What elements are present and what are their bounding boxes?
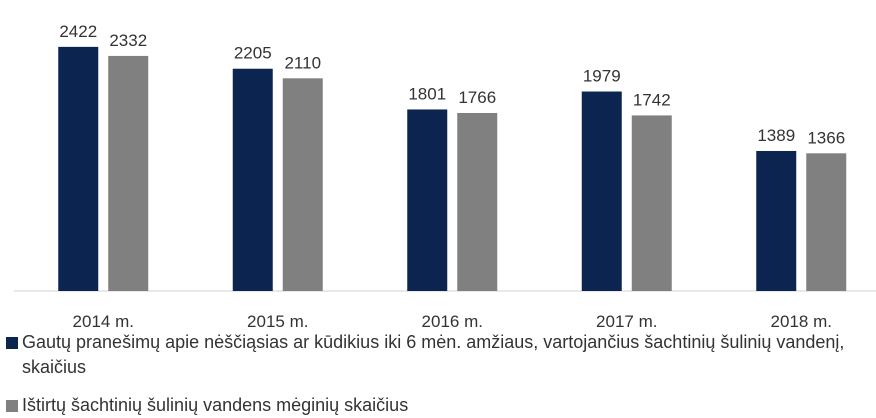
data-label: 1801 — [408, 84, 446, 103]
bar — [407, 109, 448, 291]
x-tick-label: 2018 m. — [771, 312, 832, 330]
legend-swatch — [6, 400, 18, 412]
data-label: 1979 — [583, 67, 621, 86]
bar — [756, 150, 797, 291]
data-label: 2422 — [59, 22, 97, 41]
bar — [631, 115, 672, 291]
data-label: 2110 — [284, 53, 321, 72]
bar — [282, 78, 323, 291]
x-tick-label: 2014 m. — [73, 312, 134, 330]
chart: 2014 m. 2422 2332 2015 m. 2205 2110 2016 m. 180… — [14, 22, 876, 331]
x-tick-label: 2016 m. — [422, 312, 483, 330]
bar — [108, 55, 149, 291]
bar — [581, 91, 622, 291]
legend-label: Gautų pranešimų apie nėščiąsias ar kūdik… — [22, 332, 845, 377]
legend-item: Gautų pranešimų apie nėščiąsias ar kūdik… — [6, 330, 866, 380]
data-label: 2332 — [109, 31, 147, 50]
bar — [806, 153, 847, 291]
bar — [232, 68, 273, 292]
x-tick-label: 2017 m. — [596, 312, 657, 330]
bar — [58, 46, 99, 292]
data-label: 1366 — [807, 128, 845, 147]
legend-swatch — [6, 337, 18, 349]
bar — [457, 112, 498, 291]
legend: Gautų pranešimų apie nėščiąsias ar kūdik… — [6, 330, 866, 418]
x-tick-label: 2015 m. — [247, 312, 308, 330]
data-label: 1389 — [757, 126, 795, 145]
data-label: 2205 — [234, 44, 272, 63]
legend-label: Ištirtų šachtinių šulinių vandens mėgini… — [22, 395, 409, 415]
legend-item: Ištirtų šachtinių šulinių vandens mėgini… — [6, 393, 866, 418]
data-label: 1742 — [633, 90, 671, 109]
data-label: 1766 — [458, 88, 496, 107]
